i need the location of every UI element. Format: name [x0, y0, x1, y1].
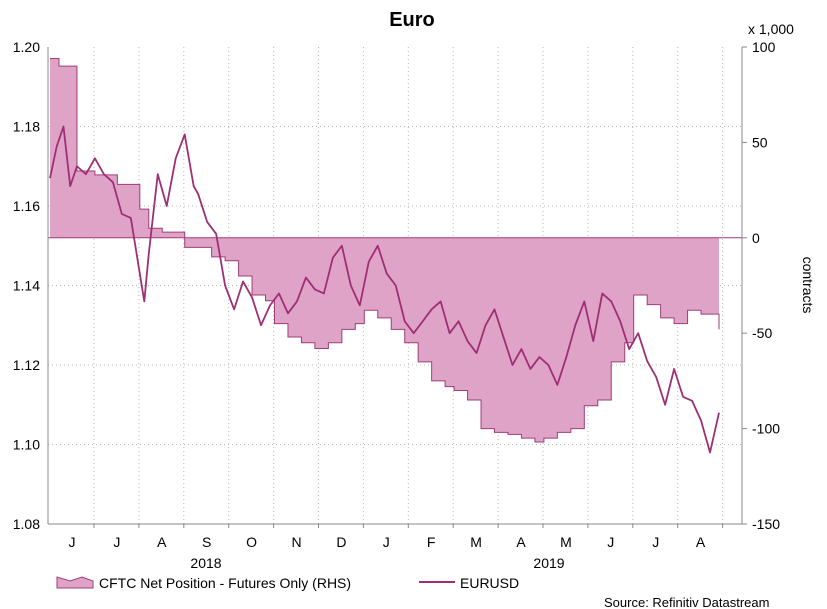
month-tick-label: J — [383, 534, 390, 550]
month-tick-label: A — [157, 534, 167, 550]
left-tick-label: 1.12 — [13, 357, 40, 373]
legend-swatch-cftc — [56, 576, 94, 589]
month-tick-label: D — [336, 534, 346, 550]
legend: CFTC Net Position - Futures Only (RHS) E… — [56, 575, 519, 591]
month-tick-label: J — [113, 534, 120, 550]
axes-frame — [47, 47, 743, 525]
left-tick-label: 1.14 — [13, 278, 40, 294]
right-tick-label: -100 — [752, 421, 780, 437]
left-tick-label: 1.16 — [13, 198, 40, 214]
cftc-net-position-area — [48, 57, 742, 443]
year-tick-label: 2019 — [533, 555, 564, 571]
eurusd-line — [49, 125, 720, 454]
month-tick-label: A — [696, 534, 706, 550]
right-tick-label: 100 — [752, 39, 776, 55]
year-tick-label: 2018 — [190, 555, 221, 571]
right-axis-ticks: -150 -100 -50 0 50 100 — [742, 39, 780, 532]
month-tick-label: M — [470, 534, 482, 550]
left-tick-label: 1.20 — [13, 39, 40, 55]
right-axis-multiplier: x 1,000 — [748, 21, 794, 37]
source-note: Source: Refinitiv Datastream — [604, 595, 769, 609]
month-tick-label: J — [69, 534, 76, 550]
legend-label-cftc: CFTC Net Position - Futures Only (RHS) — [99, 575, 351, 591]
cftc-area-edge — [50, 57, 720, 443]
left-tick-label: 1.10 — [13, 437, 40, 453]
right-tick-label: -50 — [752, 325, 772, 341]
chart-title: Euro — [389, 9, 435, 31]
left-axis-ticks: 1.08 1.10 1.12 1.14 1.16 1.18 1.20 — [13, 39, 40, 532]
right-axis-label: contracts — [800, 257, 816, 314]
cftc-area-fill — [50, 58, 720, 442]
month-tick-label: S — [202, 534, 211, 550]
x-axis-year-ticks: 2018 2019 — [190, 555, 564, 571]
right-tick-label: -150 — [752, 516, 780, 532]
month-tick-label: J — [652, 534, 659, 550]
month-tick-label: N — [291, 534, 301, 550]
legend-label-eurusd: EURUSD — [460, 575, 519, 591]
month-tick-label: F — [427, 534, 436, 550]
month-tick-label: J — [607, 534, 614, 550]
eurusd-path — [49, 125, 720, 454]
left-tick-label: 1.08 — [13, 516, 40, 532]
month-tick-label: A — [516, 534, 526, 550]
month-tick-label: O — [246, 534, 257, 550]
right-tick-label: 50 — [752, 134, 768, 150]
right-tick-label: 0 — [752, 230, 760, 246]
month-tick-label: M — [560, 534, 572, 550]
left-tick-label: 1.18 — [13, 119, 40, 135]
